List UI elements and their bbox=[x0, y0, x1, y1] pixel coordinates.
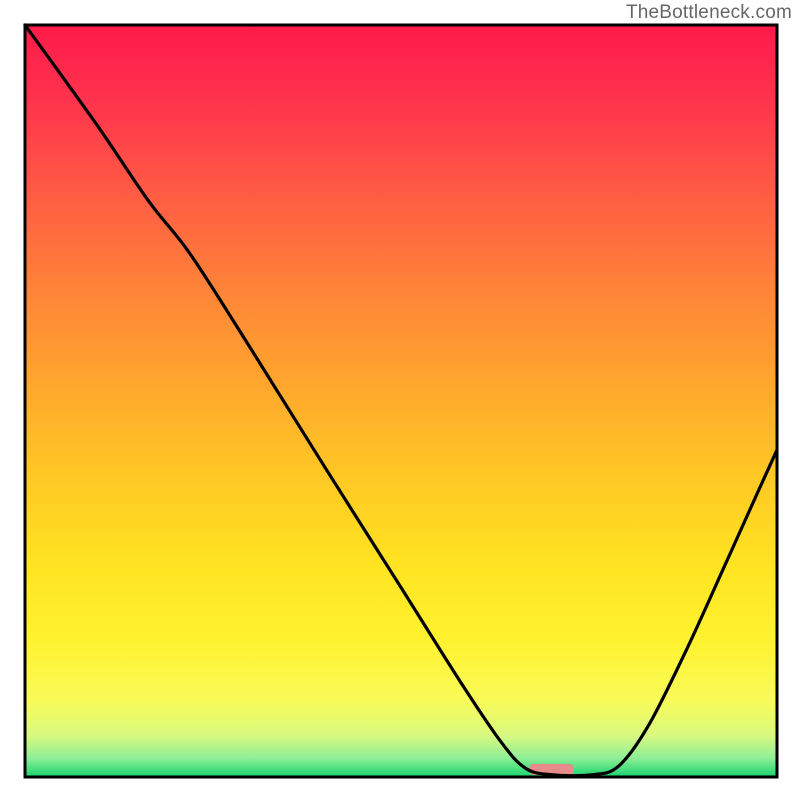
bottleneck-chart bbox=[0, 0, 800, 800]
chart-svg bbox=[0, 0, 800, 800]
gradient-background bbox=[25, 25, 777, 777]
watermark-text: TheBottleneck.com bbox=[626, 2, 792, 24]
